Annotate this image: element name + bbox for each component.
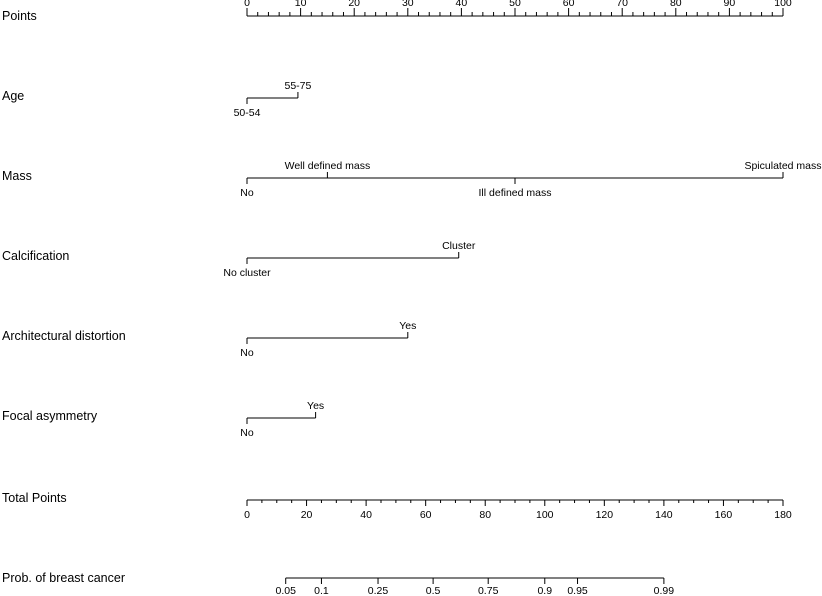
total-points-tick-label: 120 <box>596 509 614 521</box>
predictor-level-label: Yes <box>399 320 416 332</box>
predictor-level-label: Ill defined mass <box>479 187 552 199</box>
points-tick-label: 100 <box>774 0 792 9</box>
probability-tick-label: 0.25 <box>368 585 389 596</box>
probability-tick-label: 0.1 <box>314 585 329 596</box>
points-tick-label: 80 <box>670 0 682 9</box>
predictor-level-label: 55-75 <box>284 80 311 92</box>
points-tick-label: 30 <box>402 0 414 9</box>
probability-tick-label: 0.75 <box>478 585 499 596</box>
probability-tick-label: 0.99 <box>654 585 675 596</box>
points-tick-label: 40 <box>456 0 468 9</box>
predictor-level-label: No cluster <box>223 267 271 279</box>
predictor-level-label: 50-54 <box>234 107 261 119</box>
points-tick-label: 60 <box>563 0 575 9</box>
total-points-tick-label: 100 <box>536 509 554 521</box>
points-tick-label: 50 <box>509 0 521 9</box>
points-row-label: Points <box>2 9 37 23</box>
predictor-level-label: Cluster <box>442 240 476 252</box>
total-points-row-label: Total Points <box>2 491 67 505</box>
total-points-tick-label: 80 <box>479 509 491 521</box>
total-points-tick-label: 20 <box>301 509 313 521</box>
points-tick-label: 20 <box>348 0 360 9</box>
total-points-tick-label: 180 <box>774 509 792 521</box>
probability-row-label: Prob. of breast cancer <box>2 571 125 585</box>
probability-tick-label: 0.05 <box>275 585 296 596</box>
predictor-level-label: No <box>240 187 254 199</box>
predictor-level-label: Yes <box>307 400 324 412</box>
total-points-tick-label: 160 <box>715 509 733 521</box>
total-points-tick-label: 40 <box>360 509 372 521</box>
predictor-label: Age <box>2 89 24 103</box>
predictor-label: Architectural distortion <box>2 329 126 343</box>
predictor-label: Focal asymmetry <box>2 409 98 423</box>
predictor-label: Calcification <box>2 249 69 263</box>
points-tick-label: 90 <box>724 0 736 9</box>
total-points-tick-label: 60 <box>420 509 432 521</box>
probability-tick-label: 0.5 <box>426 585 441 596</box>
total-points-tick-label: 140 <box>655 509 673 521</box>
probability-tick-label: 0.9 <box>537 585 552 596</box>
points-tick-label: 0 <box>244 0 250 9</box>
points-tick-label: 70 <box>616 0 628 9</box>
predictor-level-label: No <box>240 347 254 359</box>
predictor-level-label: No <box>240 427 254 439</box>
points-tick-label: 10 <box>295 0 307 9</box>
predictor-label: Mass <box>2 169 32 183</box>
total-points-tick-label: 0 <box>244 509 250 521</box>
probability-tick-label: 0.95 <box>567 585 588 596</box>
predictor-level-label: Well defined mass <box>285 160 371 172</box>
predictor-level-label: Spiculated mass <box>744 160 821 172</box>
